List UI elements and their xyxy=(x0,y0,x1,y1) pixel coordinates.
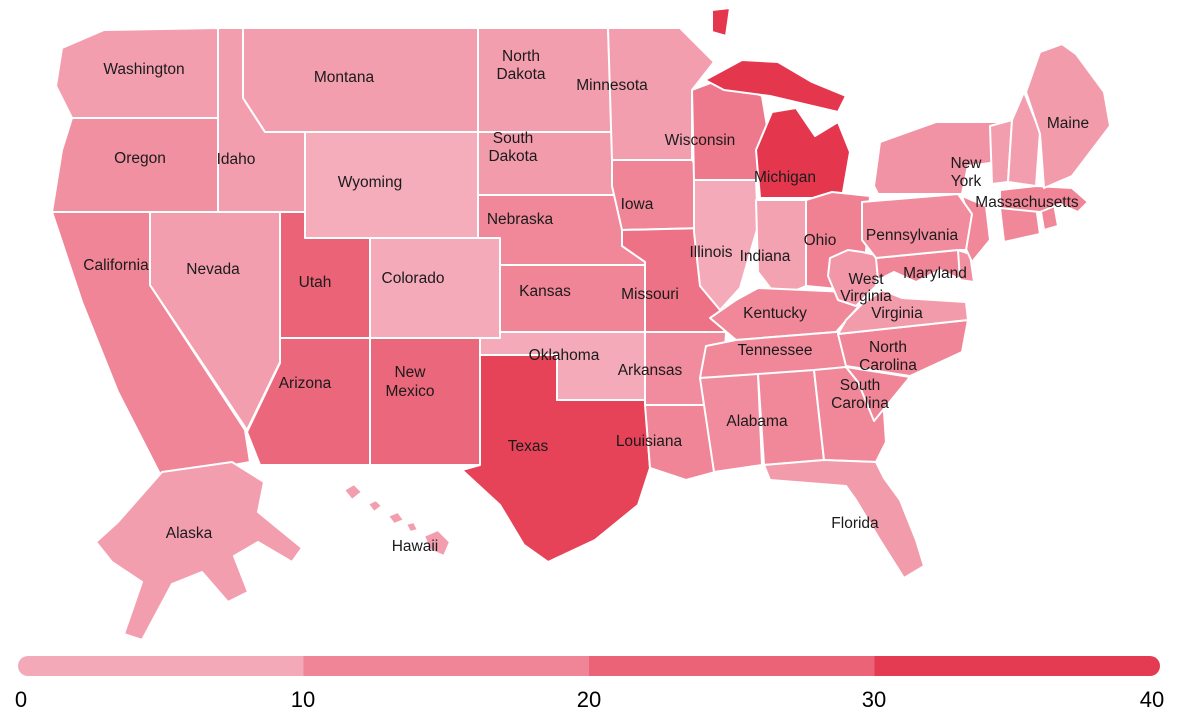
legend-tick-30: 30 xyxy=(862,687,886,712)
state-label-illinois: Illinois xyxy=(689,244,732,261)
legend-tick-0: 0 xyxy=(15,687,27,712)
state-label-tennessee: Tennessee xyxy=(738,342,813,359)
state-label-south-carolina-line2: Carolina xyxy=(831,395,889,412)
state-label-new-york-line2: York xyxy=(951,173,982,190)
state-label-wisconsin: Wisconsin xyxy=(665,132,736,149)
state-label-hawaii: Hawaii xyxy=(392,538,439,555)
state-label-new-york-line1: New xyxy=(950,155,982,172)
state-label-michigan: Michigan xyxy=(754,169,816,186)
legend-tick-40: 40 xyxy=(1140,687,1164,712)
state-label-new-mexico-line1: New xyxy=(394,364,426,381)
state-label-north-dakota-line1: North xyxy=(502,48,540,65)
map-region xyxy=(51,7,1111,641)
state-label-west-virginia-line1: West xyxy=(848,271,884,288)
legend-gradient-bar xyxy=(18,656,1160,676)
state-label-kansas: Kansas xyxy=(519,283,571,300)
state-label-west-virginia-line2: Virginia xyxy=(840,288,892,305)
state-virginia[interactable] xyxy=(837,289,969,335)
state-label-utah: Utah xyxy=(299,274,332,291)
state-label-virginia: Virginia xyxy=(871,305,923,322)
state-label-north-dakota-line2: Dakota xyxy=(496,66,545,83)
state-maine[interactable] xyxy=(1025,43,1111,189)
state-west-virginia[interactable] xyxy=(827,249,881,307)
legend-tick-20: 20 xyxy=(577,687,601,712)
state-label-maine: Maine xyxy=(1047,115,1089,132)
state-label-oregon: Oregon xyxy=(114,150,166,167)
state-label-idaho: Idaho xyxy=(217,151,256,168)
state-label-oklahoma: Oklahoma xyxy=(529,347,600,364)
state-label-kentucky: Kentucky xyxy=(743,305,807,322)
state-label-nevada: Nevada xyxy=(186,261,240,278)
state-labels: Washington Oregon California Nevada Idah… xyxy=(83,48,1089,555)
state-label-arizona: Arizona xyxy=(279,375,332,392)
state-label-louisiana: Louisiana xyxy=(616,433,683,450)
state-label-minnesota: Minnesota xyxy=(576,77,648,94)
state-alaska[interactable] xyxy=(95,461,303,641)
state-label-nebraska: Nebraska xyxy=(487,211,554,228)
state-label-alabama: Alabama xyxy=(726,413,788,430)
state-hawaii[interactable] xyxy=(343,483,451,557)
legend-tick-10: 10 xyxy=(291,687,315,712)
state-new-mexico[interactable] xyxy=(369,337,481,466)
state-pennsylvania[interactable] xyxy=(861,193,973,259)
state-label-california: California xyxy=(83,257,149,274)
state-label-iowa: Iowa xyxy=(621,196,654,213)
state-label-missouri: Missouri xyxy=(621,286,679,303)
state-new-hampshire[interactable] xyxy=(1007,91,1041,187)
color-scale-legend: 0 10 20 30 40 xyxy=(15,656,1164,712)
state-florida[interactable] xyxy=(763,459,925,579)
state-mississippi[interactable] xyxy=(699,373,763,473)
state-label-massachusetts: Massachusetts xyxy=(975,194,1079,211)
state-label-south-carolina-line1: South xyxy=(840,377,881,394)
state-label-pennsylvania: Pennsylvania xyxy=(866,227,959,244)
state-label-south-dakota-line1: South xyxy=(493,130,534,147)
state-label-indiana: Indiana xyxy=(740,248,791,265)
state-label-washington: Washington xyxy=(103,61,184,78)
state-label-north-carolina-line1: North xyxy=(869,339,907,356)
state-label-florida: Florida xyxy=(831,515,879,532)
state-label-colorado: Colorado xyxy=(382,270,445,287)
state-label-south-dakota-line2: Dakota xyxy=(488,148,537,165)
state-label-alaska: Alaska xyxy=(166,525,213,542)
state-label-wyoming: Wyoming xyxy=(338,174,402,191)
state-colorado[interactable] xyxy=(369,237,501,339)
state-label-maryland: Maryland xyxy=(903,265,967,282)
state-label-montana: Montana xyxy=(314,69,375,86)
state-label-ohio: Ohio xyxy=(804,232,837,249)
state-label-texas: Texas xyxy=(508,438,549,455)
state-michigan[interactable] xyxy=(704,7,851,199)
state-label-arkansas: Arkansas xyxy=(618,362,683,379)
state-illinois[interactable] xyxy=(693,179,759,311)
state-label-north-carolina-line2: Carolina xyxy=(859,357,917,374)
state-label-new-mexico-line2: Mexico xyxy=(385,383,434,400)
